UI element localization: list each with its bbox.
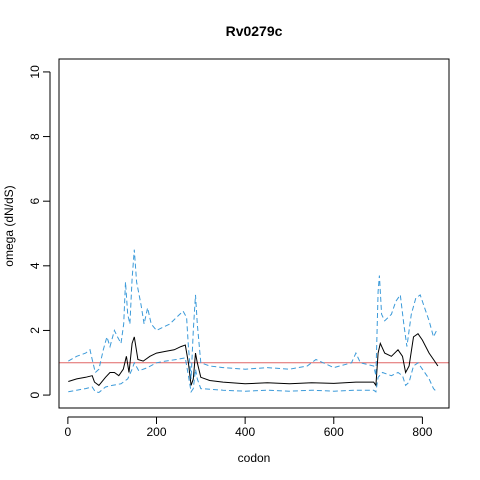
plot-frame [58,58,450,409]
x-tick-label: 400 [235,425,255,439]
x-axis: 0 200 400 600 800 [65,416,433,439]
y-tick-label: 6 [28,198,42,205]
x-tick-label: 600 [324,425,344,439]
plot-area [58,58,450,409]
y-tick-label: 8 [28,133,42,140]
y-axis: 0 2 4 6 8 10 [28,65,51,398]
series-line-estimate [68,332,439,387]
y-tick-label: 10 [28,65,42,79]
x-tick-label: 0 [65,425,72,439]
x-tick-label: 200 [146,425,166,439]
x-tick-label: 800 [412,425,432,439]
series-line-lower-bound [68,357,437,394]
chart-title: Rv0279c [226,23,283,39]
series-line-upper-bound [68,249,438,379]
y-tick-label: 4 [28,262,42,269]
x-axis-label: codon [238,451,271,465]
y-tick-label: 2 [28,327,42,334]
y-tick-label: 0 [28,391,42,398]
y-axis-label: omega (dN/dS) [2,185,16,266]
